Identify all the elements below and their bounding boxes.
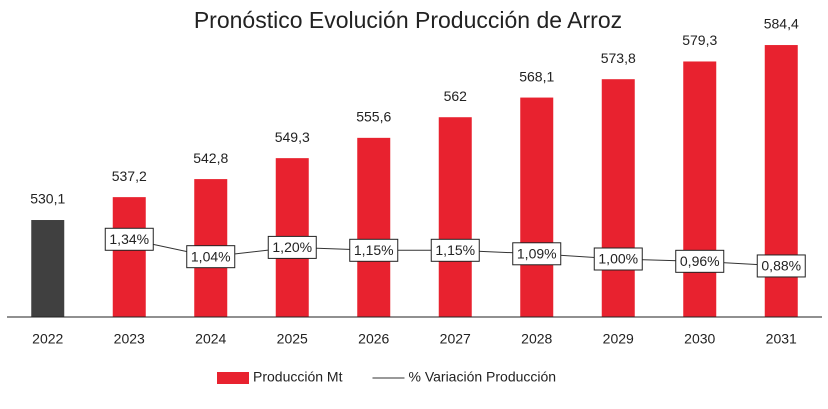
bar: [520, 97, 554, 317]
data-label: 584,4: [764, 16, 799, 32]
data-label: 568,1: [519, 68, 554, 84]
data-label-box: [756, 254, 806, 278]
data-label: 562: [444, 88, 468, 104]
data-label: 579,3: [682, 32, 717, 48]
x-tick-label: 2031: [766, 331, 797, 347]
x-tick-label: 2023: [114, 331, 145, 347]
data-label: 573,8: [601, 50, 636, 66]
x-tick-label: 2029: [603, 331, 634, 347]
legend-label: % Variación Producción: [408, 369, 556, 385]
data-label: 537,2: [112, 168, 147, 184]
x-tick-label: 2024: [195, 331, 226, 347]
x-tick-label: 2025: [277, 331, 308, 347]
x-tick-label: 2022: [32, 331, 63, 347]
data-label: 1,04%: [191, 248, 231, 264]
data-label: 542,8: [193, 150, 228, 166]
bar: [112, 197, 146, 317]
bar: [31, 220, 65, 317]
legend-swatch: [217, 372, 249, 384]
data-label: 0,96%: [680, 253, 720, 269]
bar: [438, 117, 472, 317]
data-label: 530,1: [30, 191, 65, 207]
bar: [683, 61, 717, 317]
data-label-box: [267, 235, 317, 259]
data-label: 1,34%: [109, 231, 149, 247]
data-label-box: [104, 227, 154, 251]
data-label: 1,00%: [598, 251, 638, 267]
x-tick-label: 2026: [358, 331, 389, 347]
legend-label: Producción Mt: [253, 369, 343, 385]
data-label: 1,15%: [435, 242, 475, 258]
data-label: 555,6: [356, 109, 391, 125]
data-label-box: [593, 247, 643, 271]
data-label: 549,3: [275, 129, 310, 145]
bar: [357, 137, 391, 317]
data-label: 1,20%: [272, 239, 312, 255]
data-label-box: [349, 238, 399, 262]
data-label: 1,15%: [354, 242, 394, 258]
data-label: 1,09%: [517, 245, 557, 261]
data-label-box: [430, 238, 480, 262]
chart-title: Pronóstico Evolución Producción de Arroz: [194, 7, 622, 33]
x-tick-label: 2030: [684, 331, 715, 347]
data-label-box: [512, 242, 562, 266]
x-tick-label: 2027: [440, 331, 471, 347]
data-label: 0,88%: [761, 258, 801, 274]
data-label-box: [186, 245, 236, 269]
bar: [601, 79, 635, 317]
data-label-box: [675, 249, 725, 273]
x-tick-label: 2028: [521, 331, 552, 347]
